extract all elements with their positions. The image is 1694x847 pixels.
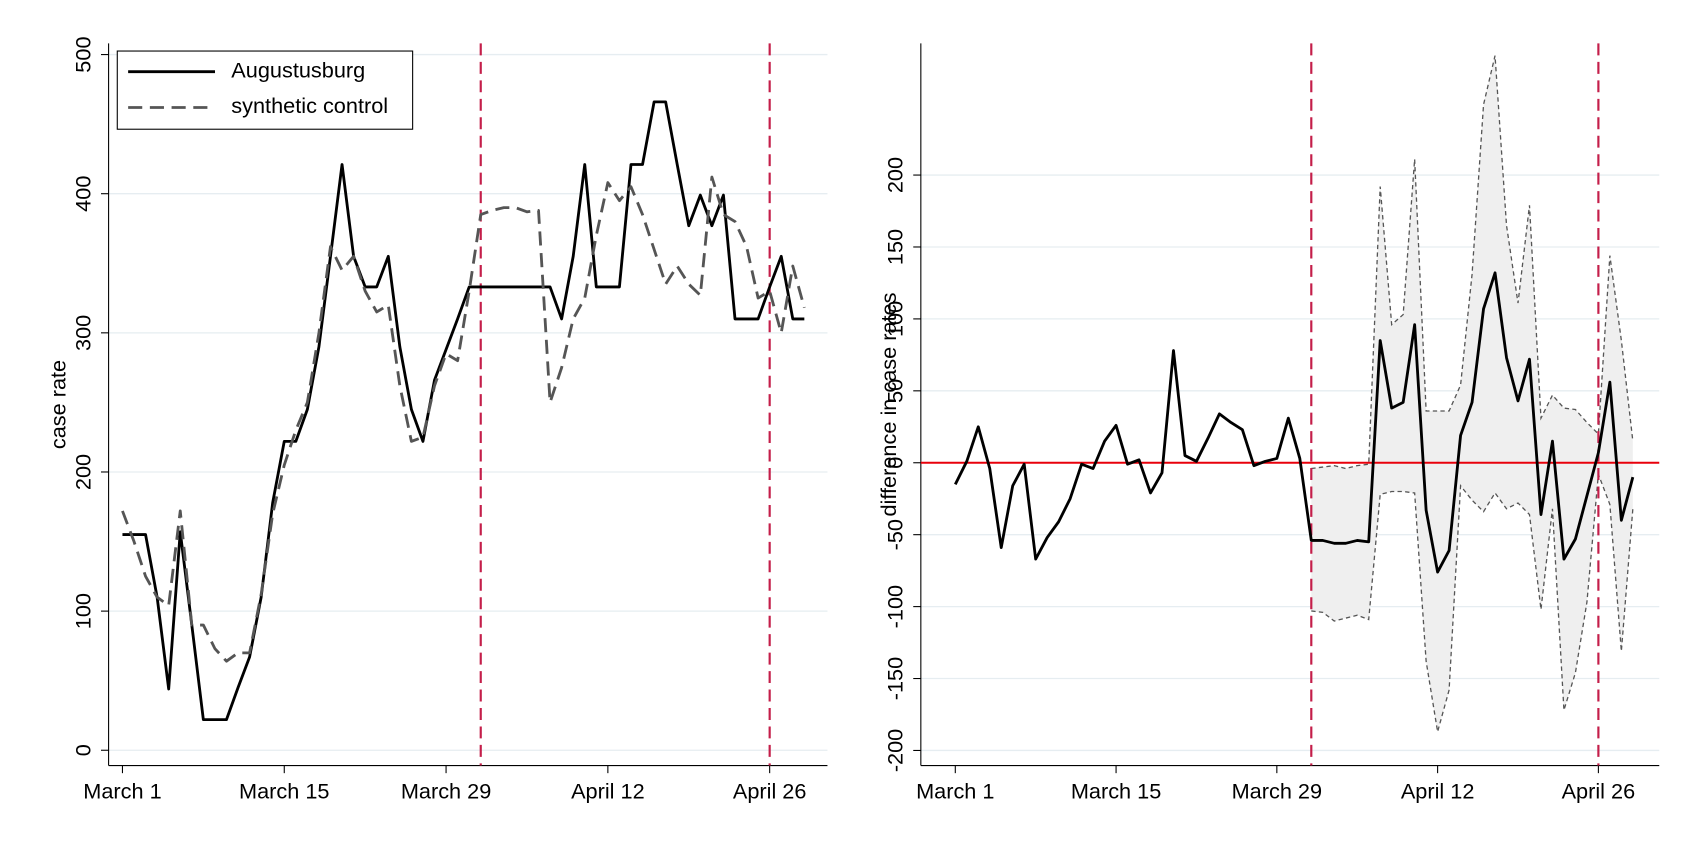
y-axis-label: case rate [45,360,70,449]
y-tick-label: 500 [70,36,95,72]
legend-label: synthetic control [231,93,388,118]
y-tick-label: 100 [70,593,95,629]
x-tick-label: April 12 [1401,778,1475,803]
x-tick-label: March 15 [239,778,329,803]
y-tick-label: -50 [883,519,908,550]
x-tick-label: April 12 [571,778,645,803]
x-tick-label: April 26 [733,778,807,803]
series-line [121,175,806,663]
x-tick-label: March 1 [83,778,161,803]
y-tick-label: 0 [883,457,908,469]
y-tick-label: 150 [883,229,908,265]
legend: Augustusburg synthetic control [116,50,414,130]
x-tick-label: March 1 [916,778,994,803]
y-tick-label: 50 [883,379,908,403]
y-axis-label: difference in case rates [876,292,901,516]
band-lower [1311,474,1634,732]
legend-box [116,50,414,130]
x-tick-label: March 29 [401,778,491,803]
y-tick-label: 200 [883,157,908,193]
x-tick-label: March 15 [1071,778,1161,803]
x-tick-label: March 29 [1232,778,1322,803]
y-tick-label: 300 [70,315,95,351]
y-tick-label: -150 [883,657,908,700]
legend-label: Augustusburg [231,57,365,82]
y-tick-label: -200 [883,729,908,772]
y-tick-label: 0 [70,744,95,756]
band-upper [1311,55,1634,470]
series-line [954,271,1635,574]
y-tick-label: -100 [883,585,908,628]
series-line [122,100,805,722]
y-tick-label: 200 [70,454,95,490]
y-tick-label: 400 [70,176,95,212]
x-tick-label: April 26 [1562,778,1636,803]
y-tick-label: 100 [883,301,908,337]
